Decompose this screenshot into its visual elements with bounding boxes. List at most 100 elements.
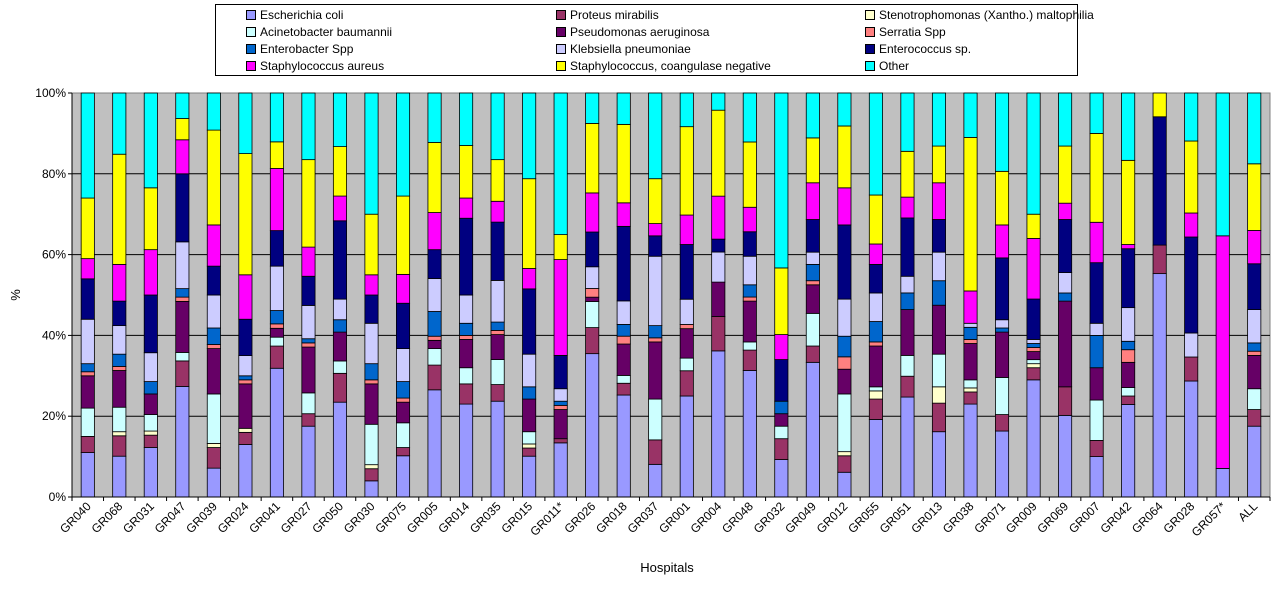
- bar-segment: [1026, 213, 1041, 239]
- bar-segment: [459, 294, 474, 324]
- bar-segment: [868, 292, 883, 322]
- bar-segment: [1026, 351, 1041, 361]
- bar-segment: [1121, 159, 1136, 245]
- bar-segment: [332, 220, 347, 300]
- bar-segment: [774, 438, 789, 460]
- bar-segment: [143, 381, 158, 395]
- bar-segment: [143, 393, 158, 415]
- bar-segment: [301, 275, 316, 306]
- x-tick-label: GR005: [404, 499, 441, 536]
- bar-segment: [1058, 300, 1073, 388]
- bar-segment: [868, 386, 883, 392]
- bar-segment: [143, 294, 158, 354]
- bar-segment: [868, 92, 883, 196]
- bar-segment: [1247, 350, 1262, 356]
- bar-segment: [837, 471, 852, 498]
- legend-item: Proteus mirabilis: [556, 7, 659, 23]
- bar-segment: [1152, 273, 1167, 498]
- bar-segment: [963, 326, 978, 340]
- bar-segment: [396, 397, 411, 403]
- bar-segment: [459, 145, 474, 199]
- bar-segment: [774, 92, 789, 269]
- bar-segment: [80, 278, 95, 320]
- bar-segment: [805, 137, 820, 184]
- x-tick-label: GR004: [688, 499, 725, 536]
- bar-segment: [900, 292, 915, 310]
- bar-segment: [490, 330, 505, 335]
- x-tick-label: GR040: [57, 499, 94, 536]
- bar-segment: [269, 230, 284, 267]
- bar-segment: [553, 400, 568, 406]
- bar-segment: [238, 92, 253, 154]
- bar-segment: [238, 427, 253, 433]
- legend-item: Staphylococcus, coangulase negative: [556, 58, 771, 74]
- bar-segment: [522, 268, 537, 290]
- legend-swatch: [865, 44, 875, 54]
- bar-segment: [616, 324, 631, 337]
- bar-segment: [837, 187, 852, 226]
- bar-segment: [931, 353, 946, 388]
- bar-segment: [774, 425, 789, 440]
- bar-segment: [490, 221, 505, 281]
- x-tick-label: GR027: [278, 499, 315, 536]
- x-tick-label: GR031: [120, 499, 157, 536]
- bar-segment: [963, 379, 978, 389]
- x-tick-label: GR041: [246, 499, 283, 536]
- bar-segment: [206, 224, 221, 267]
- bar-segment: [1247, 409, 1262, 427]
- bar-segment: [1026, 367, 1041, 381]
- bar-segment: [112, 325, 127, 355]
- bar-segment: [1026, 298, 1041, 340]
- bar-segment: [269, 310, 284, 325]
- bar-segment: [396, 302, 411, 349]
- bar-segment: [1184, 332, 1199, 358]
- bar-segment: [837, 356, 852, 370]
- bar-segment: [900, 275, 915, 294]
- legend-label: Serratia Spp: [879, 25, 946, 39]
- bar-segment: [238, 375, 253, 381]
- bar-segment: [742, 296, 757, 302]
- bar-segment: [679, 92, 694, 128]
- bar-segment: [301, 246, 316, 277]
- bar-segment: [679, 370, 694, 397]
- bar-segment: [427, 212, 442, 251]
- bar-segment: [805, 361, 820, 498]
- bar-segment: [711, 92, 726, 111]
- legend-swatch: [865, 27, 875, 37]
- bar-segment: [963, 322, 978, 328]
- bar-segment: [364, 322, 379, 365]
- bar-segment: [868, 419, 883, 498]
- bar-segment: [1089, 456, 1104, 498]
- bar-segment: [553, 92, 568, 236]
- bar-segment: [269, 141, 284, 169]
- bar-segment: [963, 387, 978, 393]
- x-tick-label: GR013: [908, 499, 945, 536]
- bar-segment: [1089, 440, 1104, 458]
- bar-segment: [1026, 92, 1041, 215]
- bar-segment: [364, 379, 379, 385]
- legend-swatch: [246, 27, 256, 37]
- bar-segment: [900, 354, 915, 377]
- bar-segment: [269, 345, 284, 369]
- bar-segment: [868, 345, 883, 388]
- bar-segment: [490, 159, 505, 202]
- bar-segment: [522, 353, 537, 388]
- x-tick-label: ALL: [1235, 499, 1260, 524]
- bar-segment: [396, 422, 411, 448]
- bar-segment: [679, 357, 694, 372]
- bar-segment: [774, 267, 789, 335]
- bar-segment: [774, 334, 789, 360]
- y-tick-label: 80%: [42, 167, 66, 181]
- legend-swatch: [556, 61, 566, 71]
- legend-item: Other: [865, 58, 909, 74]
- bar-segment: [742, 231, 757, 257]
- bar-segment: [553, 438, 568, 444]
- bar-segment: [364, 363, 379, 381]
- bar-segment: [616, 92, 631, 125]
- bar-segment: [805, 345, 820, 363]
- bar-segment: [490, 334, 505, 360]
- bar-segment: [396, 348, 411, 382]
- bar-segment: [805, 312, 820, 347]
- legend-label: Enterobacter Spp: [260, 42, 354, 56]
- bar-segment: [396, 401, 411, 424]
